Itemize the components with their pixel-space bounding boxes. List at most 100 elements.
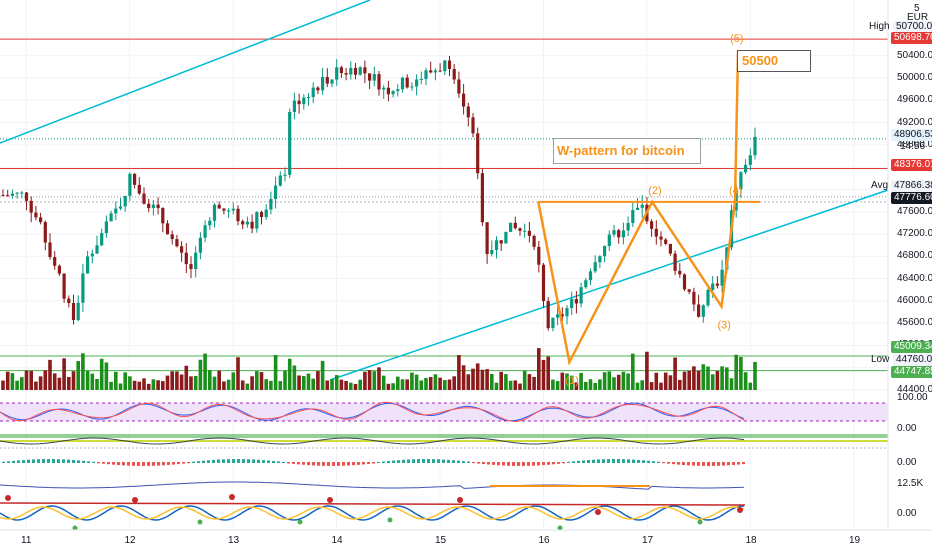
histogram-bar (47, 459, 50, 463)
volume-bar (240, 380, 245, 390)
volume-bar (231, 372, 236, 390)
histogram-bar (517, 462, 520, 466)
candle-body (236, 208, 240, 222)
volume-bar (659, 382, 663, 390)
volume-bar (203, 353, 207, 390)
candle-body (588, 271, 593, 281)
volume-bar (264, 379, 268, 390)
price-tick-label: 46400.00 (897, 272, 932, 284)
candle-body (250, 221, 254, 229)
histogram-bar (442, 459, 445, 463)
histogram-bar (487, 462, 490, 465)
candle-body (471, 117, 475, 134)
volume-bar (518, 383, 522, 390)
volume-bar (90, 373, 95, 390)
volume-bar (175, 371, 179, 390)
candle-body (203, 225, 207, 238)
volume-bar (734, 354, 738, 390)
volume-pane-label: 12.5K (897, 478, 924, 489)
w-pattern-drawing[interactable]: (1) (2) (3) (4) (5) (537, 33, 760, 387)
histogram-bar (552, 462, 555, 465)
pattern-title-box[interactable]: W-pattern for bitcoin (553, 138, 701, 164)
histogram-bar (132, 462, 135, 466)
candle-body (29, 200, 33, 213)
histogram-bar (222, 459, 225, 463)
volume-bar (132, 380, 137, 390)
wave-label: (2) (648, 185, 661, 197)
target-price-box[interactable]: 50500 (737, 50, 811, 72)
histogram-bar (277, 461, 280, 463)
volume-bar (612, 377, 616, 390)
candle-body (1, 195, 5, 196)
candle-body (316, 87, 320, 91)
candle-body (659, 236, 663, 240)
oscillator-dot (5, 495, 11, 501)
candle-body (523, 230, 527, 232)
candle-body (466, 106, 470, 118)
green-low-price-tag: 44747.85 (891, 366, 932, 378)
candle-body (640, 204, 644, 208)
histogram-bar (252, 459, 255, 463)
volume-bar (443, 380, 447, 390)
volume-bar (405, 379, 409, 390)
candle-body (170, 234, 174, 240)
histogram-bar (707, 462, 710, 466)
candle-body (278, 175, 282, 186)
histogram-bar (507, 462, 510, 466)
histogram-bar (592, 459, 595, 463)
volume-bar (193, 375, 198, 390)
volume-bar (34, 381, 38, 390)
histogram-bar (722, 462, 725, 466)
volume-bar (452, 376, 456, 390)
volume-bar (739, 356, 743, 390)
candle-body (297, 100, 301, 105)
volume-bar (1, 380, 5, 390)
volume-bar (447, 379, 452, 390)
candle-body (212, 204, 217, 221)
volume-bar (151, 379, 156, 390)
candle-body (560, 314, 564, 317)
candle-body (537, 246, 541, 265)
volume-bar (565, 373, 569, 390)
histogram-bar (282, 461, 285, 463)
candle-body (109, 213, 113, 222)
oscillator-dot (737, 507, 743, 513)
volume-bar (198, 359, 203, 390)
histogram-bar (542, 462, 545, 466)
candle-body (368, 73, 372, 81)
volume-bar (5, 371, 10, 390)
candle-body (396, 89, 400, 92)
candle-body (607, 234, 611, 247)
volume-bar (325, 380, 330, 390)
candle-body (227, 210, 231, 212)
volume-bar (551, 379, 555, 390)
candle-body (452, 68, 456, 80)
volume-bar (485, 369, 489, 390)
candle-body (706, 289, 710, 306)
candle-body (194, 252, 198, 269)
oscillator-dot (327, 497, 333, 503)
volume-bar (283, 370, 287, 390)
histogram-bar (637, 459, 640, 463)
oscillator-dot (697, 519, 703, 525)
volume-bar (654, 372, 659, 390)
volume-bar (461, 365, 466, 390)
volume-bar (123, 372, 127, 390)
oscillator-trend-line (0, 502, 746, 506)
candle-body (447, 60, 452, 69)
candle-body (546, 301, 550, 329)
candle-body (198, 237, 202, 253)
volume-bar (687, 370, 691, 390)
histogram-bar (317, 462, 320, 466)
candles (1, 56, 757, 332)
histogram-bar (472, 462, 475, 464)
candle-body (504, 231, 508, 244)
histogram-bar (622, 459, 625, 463)
candle-body (245, 221, 249, 225)
histogram-bar (422, 459, 425, 463)
volume-bar (114, 371, 118, 390)
volume-bar (490, 373, 494, 390)
histogram-bar (107, 462, 110, 465)
candle-body (490, 249, 494, 255)
